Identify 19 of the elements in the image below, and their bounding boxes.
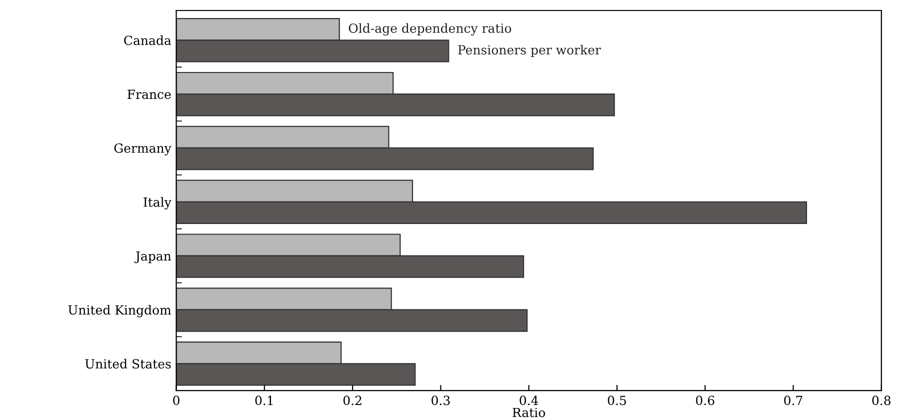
series-label: Old-age dependency ratio: [348, 23, 512, 36]
x-tick-label: 0.4: [520, 396, 538, 406]
y-tick-label: France: [128, 90, 171, 99]
x-axis-title: Ratio: [512, 408, 546, 418]
x-tick-label: 0.3: [432, 396, 450, 406]
x-tick-label: 0.7: [784, 396, 802, 406]
y-tick-label: Canada: [124, 35, 172, 46]
x-tick-label: 0.6: [696, 396, 714, 406]
x-tick-label: 0.5: [608, 396, 626, 406]
y-tick-label: United Kingdom: [68, 304, 172, 318]
y-tick-label: Italy: [144, 197, 172, 210]
x-tick-label: 0: [173, 396, 180, 406]
y-tick-label: United States: [85, 358, 171, 369]
x-tick-label: 0.2: [343, 396, 362, 406]
series-label: Pensioners per worker: [458, 44, 601, 57]
y-tick-label: Germany: [114, 143, 172, 156]
x-tick-label: 0.8: [872, 396, 890, 406]
x-tick-label: 0.1: [255, 396, 273, 406]
y-tick-label: Japan: [134, 251, 172, 264]
